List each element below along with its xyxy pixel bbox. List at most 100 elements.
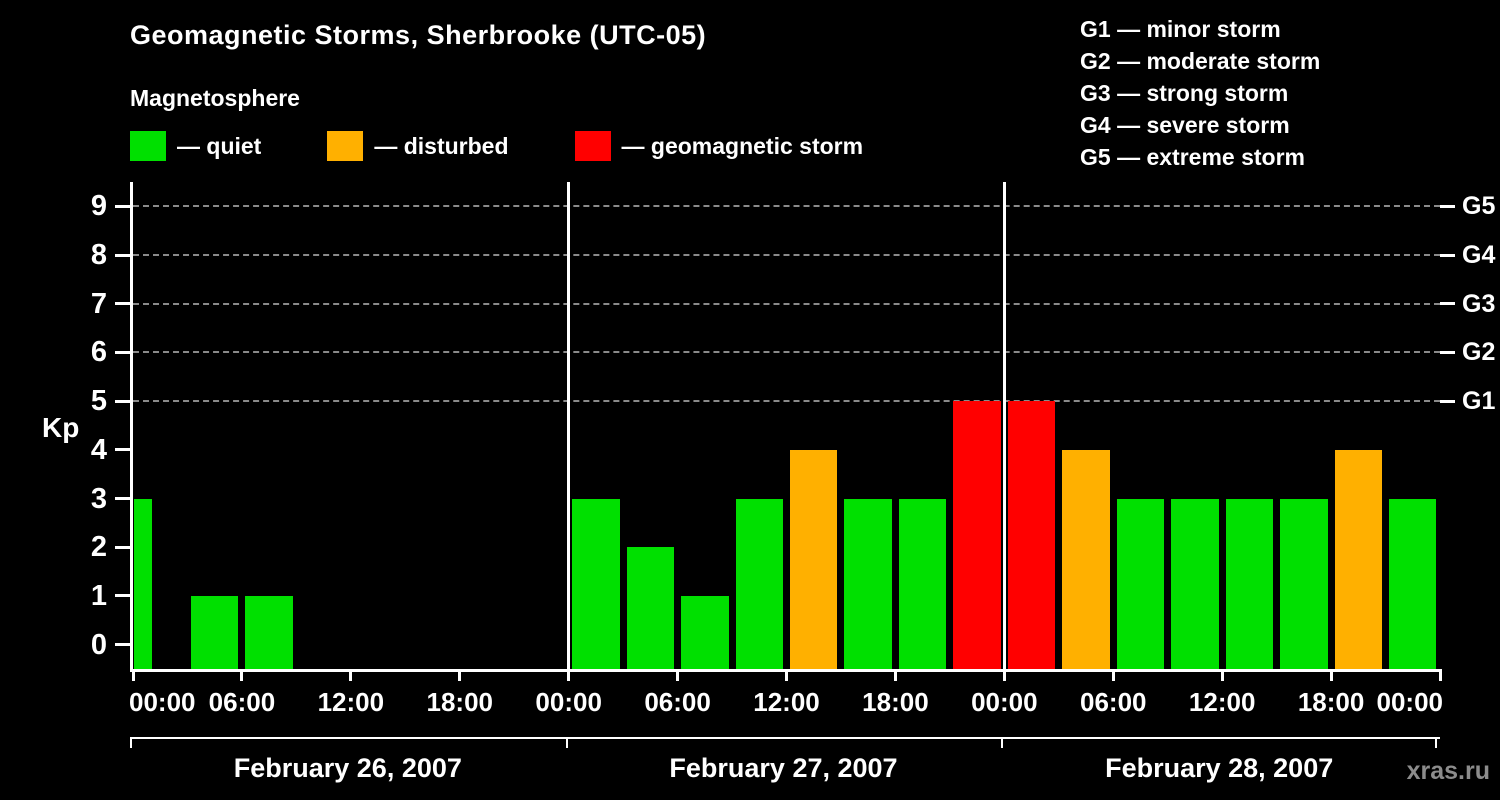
storm-scale-line-g4: G4 — severe storm bbox=[1080, 112, 1290, 138]
y-axis-tick bbox=[115, 253, 130, 257]
g-axis-tick bbox=[1440, 204, 1455, 208]
y-axis-tick bbox=[115, 350, 130, 354]
y-tick-label-6: 6 bbox=[90, 336, 107, 369]
time-label: 06:00 bbox=[1080, 687, 1147, 717]
y-axis-tick bbox=[115, 545, 130, 549]
kp-bar bbox=[1007, 401, 1056, 669]
x-axis-tick bbox=[349, 669, 353, 681]
g-tick-label-g5: G5 bbox=[1462, 192, 1496, 221]
y-axis-tick bbox=[115, 302, 130, 306]
y-axis-tick bbox=[115, 594, 130, 598]
kp-bar bbox=[1389, 498, 1437, 669]
day-boundary-line bbox=[1002, 182, 1006, 669]
time-label: 12:00 bbox=[317, 687, 385, 717]
gridline-kp8 bbox=[133, 254, 1440, 257]
x-axis-tick bbox=[1329, 669, 1333, 681]
x-axis-tick bbox=[1002, 669, 1006, 681]
kp-bar bbox=[133, 498, 152, 669]
x-axis-tick bbox=[131, 669, 135, 681]
kp-bar bbox=[1062, 449, 1110, 669]
y-tick-label-5: 5 bbox=[90, 385, 107, 418]
time-label: 12:00 bbox=[753, 687, 820, 717]
kp-bar bbox=[1171, 498, 1219, 669]
disturbed-swatch-icon bbox=[327, 131, 364, 161]
x-axis-tick bbox=[1438, 669, 1442, 681]
date-axis-line bbox=[130, 737, 1440, 739]
x-axis-tick bbox=[1220, 669, 1224, 681]
kp-bar bbox=[1334, 449, 1383, 669]
kp-bar bbox=[1225, 498, 1274, 669]
y-tick-label-1: 1 bbox=[90, 579, 107, 612]
kp-bar bbox=[735, 498, 783, 669]
legend-item-disturbed: — disturbed bbox=[327, 131, 509, 161]
g-tick-label-g3: G3 bbox=[1462, 289, 1496, 318]
x-axis-tick bbox=[785, 669, 788, 681]
day-boundary-line bbox=[567, 182, 571, 669]
legend-label-disturbed: — disturbed bbox=[374, 132, 509, 159]
legend-item-quiet: — quiet bbox=[130, 131, 261, 161]
kp-bar bbox=[245, 595, 293, 669]
y-tick-label-4: 4 bbox=[90, 433, 107, 466]
g-tick-label-g4: G4 bbox=[1462, 241, 1496, 270]
storm-swatch-icon bbox=[574, 131, 611, 161]
g-tick-label-g1: G1 bbox=[1462, 387, 1496, 416]
kp-bar bbox=[1116, 498, 1165, 669]
plot-area: 0 1 2 3 4 5 6 7 8 9 G1 G2 G3 G4 G5 00:00 06:00 12:00 18:00… bbox=[91, 182, 1495, 717]
g-axis-tick bbox=[1440, 399, 1455, 403]
kp-bar bbox=[626, 547, 675, 669]
kp-bar bbox=[1280, 498, 1328, 669]
date-axis: February 26, 2007 February 27, 2007 Februa… bbox=[130, 737, 1440, 797]
storm-scale-line-g1: G1 — minor storm bbox=[1080, 16, 1281, 42]
kp-bar bbox=[572, 498, 620, 669]
chart-title: Geomagnetic Storms, Sherbrooke (UTC-05) bbox=[130, 20, 707, 50]
date-axis-tick bbox=[130, 737, 132, 748]
time-label: 06:00 bbox=[208, 687, 276, 717]
storm-scale-line-g5: G5 — extreme storm bbox=[1080, 144, 1305, 170]
kp-bar bbox=[844, 498, 892, 669]
x-axis-tick bbox=[567, 669, 571, 681]
legend-label-quiet: — quiet bbox=[177, 132, 262, 159]
time-label: 00:00 bbox=[129, 687, 196, 717]
y-tick-label-7: 7 bbox=[90, 287, 107, 320]
date-axis-tick bbox=[1001, 737, 1004, 748]
date-label: February 26, 2007 bbox=[233, 753, 462, 783]
date-axis-tick bbox=[1435, 737, 1437, 748]
g-axis-tick bbox=[1440, 253, 1455, 257]
kp-bar bbox=[898, 498, 947, 669]
x-axis-tick bbox=[240, 669, 244, 681]
y-axis-tick bbox=[115, 448, 130, 452]
date-label: February 27, 2007 bbox=[669, 753, 898, 783]
date-label: February 28, 2007 bbox=[1105, 753, 1334, 783]
y-axis-tick bbox=[115, 399, 130, 403]
g-axis-tick bbox=[1440, 350, 1455, 354]
x-axis-tick bbox=[1111, 669, 1115, 681]
y-tick-label-3: 3 bbox=[90, 482, 107, 515]
g-axis-tick bbox=[1440, 302, 1455, 306]
y-tick-label-9: 9 bbox=[90, 190, 107, 223]
x-axis-tick bbox=[893, 669, 897, 681]
time-label: 00:00 bbox=[535, 687, 602, 717]
time-label: 00:00 bbox=[1376, 687, 1444, 717]
y-axis-tick bbox=[115, 497, 130, 501]
y-tick-label-2: 2 bbox=[90, 531, 107, 564]
time-label: 18:00 bbox=[426, 687, 494, 717]
date-axis-tick bbox=[565, 737, 568, 748]
storm-scale-line-g2: G2 — moderate storm bbox=[1080, 48, 1321, 74]
y-tick-label-0: 0 bbox=[90, 628, 107, 661]
y-tick-label-8: 8 bbox=[90, 239, 107, 272]
kp-bar bbox=[190, 595, 239, 669]
y-axis-tick bbox=[115, 643, 130, 647]
y-axis-label: Kp bbox=[42, 412, 80, 443]
quiet-swatch-icon bbox=[130, 131, 166, 161]
watermark: xras.ru bbox=[1406, 757, 1490, 785]
kp-bar bbox=[790, 449, 838, 669]
time-label: 18:00 bbox=[862, 687, 929, 717]
kp-bar bbox=[681, 595, 729, 669]
gridline-kp7 bbox=[133, 302, 1440, 305]
legend-label-storm: — geomagnetic storm bbox=[621, 132, 864, 159]
gridline-kp6 bbox=[133, 351, 1440, 354]
time-label: 00:00 bbox=[971, 687, 1038, 717]
time-label: 06:00 bbox=[644, 687, 711, 717]
g-tick-label-g2: G2 bbox=[1462, 338, 1496, 367]
